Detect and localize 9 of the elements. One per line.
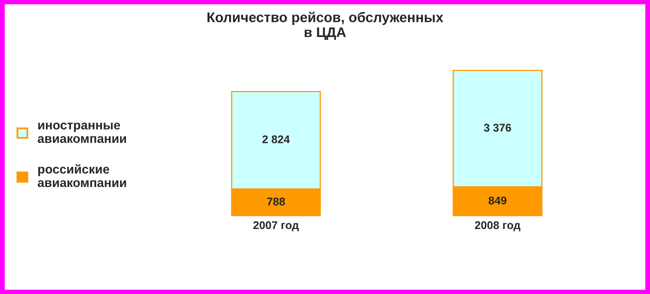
x-tick-label: 2007 год: [253, 221, 299, 232]
legend-label: иностранные авиакомпании: [38, 122, 126, 143]
data-label: 2 824: [262, 135, 290, 144]
data-label: 849: [488, 196, 506, 204]
legend-label: российские авиакомпании: [38, 164, 126, 188]
data-label: 788: [267, 198, 285, 206]
data-label: 3 376: [484, 124, 512, 132]
chart-title: Количество рейсов, обслуженных в ЦДА: [208, 12, 444, 40]
x-tick-label: 2008 год: [474, 221, 520, 232]
